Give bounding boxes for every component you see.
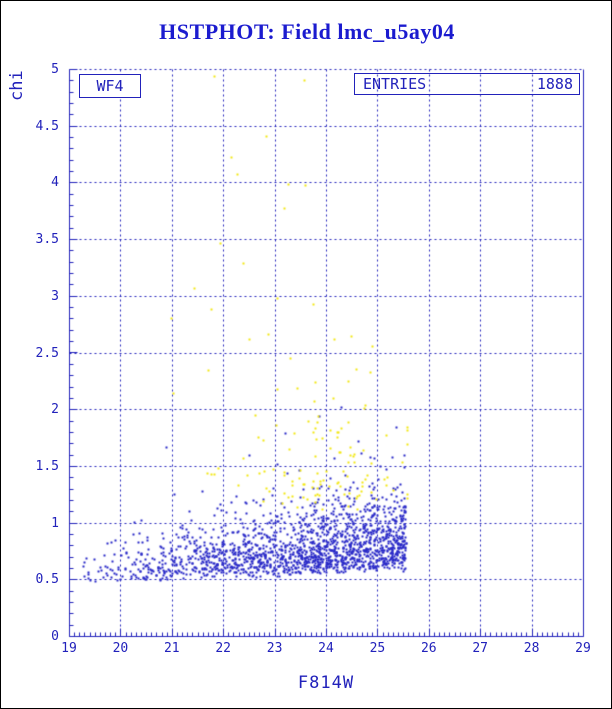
y-tick-label: 1 xyxy=(51,515,59,531)
x-tick-label: 19 xyxy=(61,641,77,656)
y-tick-label: 0.5 xyxy=(35,572,59,588)
x-tick-label: 22 xyxy=(215,641,232,656)
y-tick-label: 0 xyxy=(51,629,59,644)
x-tick-label: 24 xyxy=(318,641,334,656)
entries-value: 1888 xyxy=(536,75,573,93)
y-tick-label: 1.5 xyxy=(35,458,59,474)
y-tick-label: 3.5 xyxy=(35,232,59,248)
y-tick-label: 4 xyxy=(51,175,59,191)
x-tick-label: 25 xyxy=(369,641,386,656)
y-tick-label: 5 xyxy=(51,62,59,77)
entries-label: ENTRIES xyxy=(363,75,427,93)
page-title: HSTPHOT: Field lmc_u5ay04 xyxy=(159,19,455,44)
x-tick-label: 27 xyxy=(472,641,489,656)
panel-label: WF4 xyxy=(96,77,124,95)
x-axis-label: F814W xyxy=(297,673,355,693)
y-tick-label: 2 xyxy=(51,402,59,418)
x-tick-label: 20 xyxy=(112,641,129,656)
x-tick-label: 23 xyxy=(266,641,283,656)
x-tick-label: 28 xyxy=(523,641,540,656)
panel-label-box: WF4 xyxy=(79,74,141,98)
x-tick-label: 26 xyxy=(420,641,437,656)
y-tick-label: 4.5 xyxy=(35,118,59,134)
x-tick-label: 21 xyxy=(163,641,180,656)
y-tick-label: 2.5 xyxy=(35,345,59,361)
x-tick-label: 29 xyxy=(575,641,591,656)
entries-stats-box: ENTRIES 1888 xyxy=(354,73,580,95)
y-tick-label: 3 xyxy=(51,288,59,304)
